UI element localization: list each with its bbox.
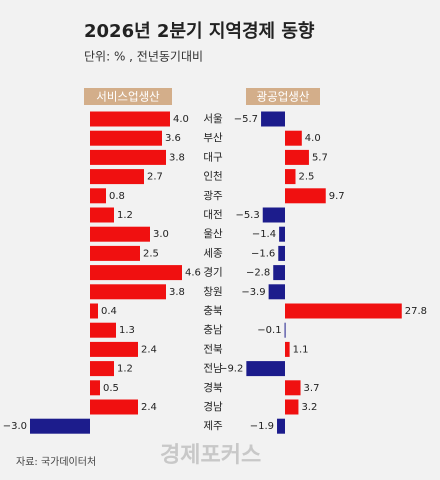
value-label: 0.8 bbox=[109, 191, 125, 202]
region-label: 경기 bbox=[203, 266, 222, 279]
value-label: 2.5 bbox=[299, 172, 315, 183]
value-label: 0.4 bbox=[101, 306, 117, 317]
value-label: −3.0 bbox=[3, 421, 27, 432]
value-label: −5.3 bbox=[235, 210, 259, 221]
bar bbox=[285, 399, 299, 415]
value-label: −3.9 bbox=[241, 287, 265, 298]
value-label: 3.6 bbox=[165, 133, 181, 144]
bar bbox=[285, 341, 290, 357]
value-label: 3.0 bbox=[153, 229, 169, 240]
panel-label-bg bbox=[246, 88, 320, 105]
bar bbox=[285, 130, 302, 146]
bar bbox=[90, 361, 114, 377]
value-label: −2.8 bbox=[246, 268, 270, 279]
value-label: 2.4 bbox=[141, 402, 157, 413]
region-label: 전북 bbox=[203, 343, 223, 355]
value-label: −1.6 bbox=[251, 248, 275, 259]
bar bbox=[268, 284, 285, 300]
region-label: 서울 bbox=[203, 113, 223, 125]
bar bbox=[90, 226, 150, 242]
value-label: 3.2 bbox=[301, 402, 317, 413]
panel-label-bg bbox=[84, 88, 172, 105]
panel-label: 광공업생산 bbox=[257, 90, 310, 104]
region-label: 충북 bbox=[203, 305, 223, 317]
bar bbox=[90, 149, 166, 165]
value-label: 2.4 bbox=[141, 344, 157, 355]
value-label: 1.1 bbox=[293, 344, 309, 355]
bar bbox=[30, 418, 90, 434]
bar bbox=[277, 418, 285, 434]
bar bbox=[90, 207, 114, 223]
value-label: 3.8 bbox=[169, 287, 185, 298]
region-label: 대전 bbox=[203, 209, 222, 221]
chart-title: 2026년 2분기 지역경제 동향 bbox=[84, 21, 315, 42]
watermark: 경제포커스 bbox=[160, 443, 261, 468]
bar bbox=[261, 111, 285, 127]
value-label: 27.8 bbox=[405, 306, 427, 317]
region-label: 경북 bbox=[203, 381, 223, 394]
bar bbox=[90, 111, 170, 127]
region-label: 전남 bbox=[203, 363, 223, 375]
value-label: 3.7 bbox=[304, 383, 320, 394]
bar bbox=[90, 245, 140, 261]
bar bbox=[90, 284, 166, 300]
bar bbox=[90, 130, 162, 146]
bar bbox=[90, 265, 182, 281]
region-label: 울산 bbox=[203, 228, 223, 240]
value-label: 4.0 bbox=[173, 114, 189, 125]
value-label: 2.7 bbox=[147, 172, 163, 183]
panel-label: 서비스업생산 bbox=[96, 90, 160, 104]
value-label: −1.9 bbox=[250, 421, 274, 432]
bar bbox=[284, 322, 286, 338]
value-label: −0.1 bbox=[257, 325, 281, 336]
bar bbox=[90, 341, 138, 357]
region-label: 창원 bbox=[203, 286, 222, 298]
value-label: 5.7 bbox=[312, 152, 328, 163]
region-label: 제주 bbox=[203, 420, 223, 432]
value-label: 1.2 bbox=[117, 210, 133, 221]
region-label: 대구 bbox=[203, 151, 223, 163]
region-label: 경남 bbox=[203, 400, 223, 413]
region-label: 세종 bbox=[203, 247, 223, 259]
value-label: 4.0 bbox=[305, 133, 321, 144]
bar bbox=[90, 169, 144, 185]
bar bbox=[90, 188, 106, 204]
bar bbox=[90, 303, 98, 319]
bar bbox=[285, 169, 296, 185]
bar bbox=[285, 380, 301, 396]
bar bbox=[262, 207, 285, 223]
region-label: 광주 bbox=[203, 190, 223, 202]
value-label: −9.2 bbox=[219, 364, 243, 375]
value-label: 0.5 bbox=[103, 383, 119, 394]
subtitle: 단위: % , 전년동기대비 bbox=[84, 50, 203, 64]
region-label: 부산 bbox=[203, 132, 223, 144]
bar bbox=[246, 361, 285, 377]
bar bbox=[90, 322, 116, 338]
value-label: −5.7 bbox=[234, 114, 258, 125]
value-label: 1.2 bbox=[117, 364, 133, 375]
region-label: 충남 bbox=[203, 324, 223, 336]
bar bbox=[90, 380, 100, 396]
bar bbox=[273, 265, 285, 281]
value-label: −1.4 bbox=[252, 229, 276, 240]
value-label: 4.6 bbox=[185, 268, 201, 279]
value-label: 3.8 bbox=[169, 152, 185, 163]
bar bbox=[285, 188, 326, 204]
source: 자료: 국가데이터처 bbox=[16, 456, 96, 468]
value-label: 2.5 bbox=[143, 248, 159, 259]
bar bbox=[278, 245, 285, 261]
value-label: 9.7 bbox=[329, 191, 345, 202]
bar bbox=[285, 303, 402, 319]
bar bbox=[285, 149, 309, 165]
region-label: 인천 bbox=[203, 171, 222, 183]
bar bbox=[90, 399, 138, 415]
bar bbox=[279, 226, 285, 242]
value-label: 1.3 bbox=[119, 325, 135, 336]
